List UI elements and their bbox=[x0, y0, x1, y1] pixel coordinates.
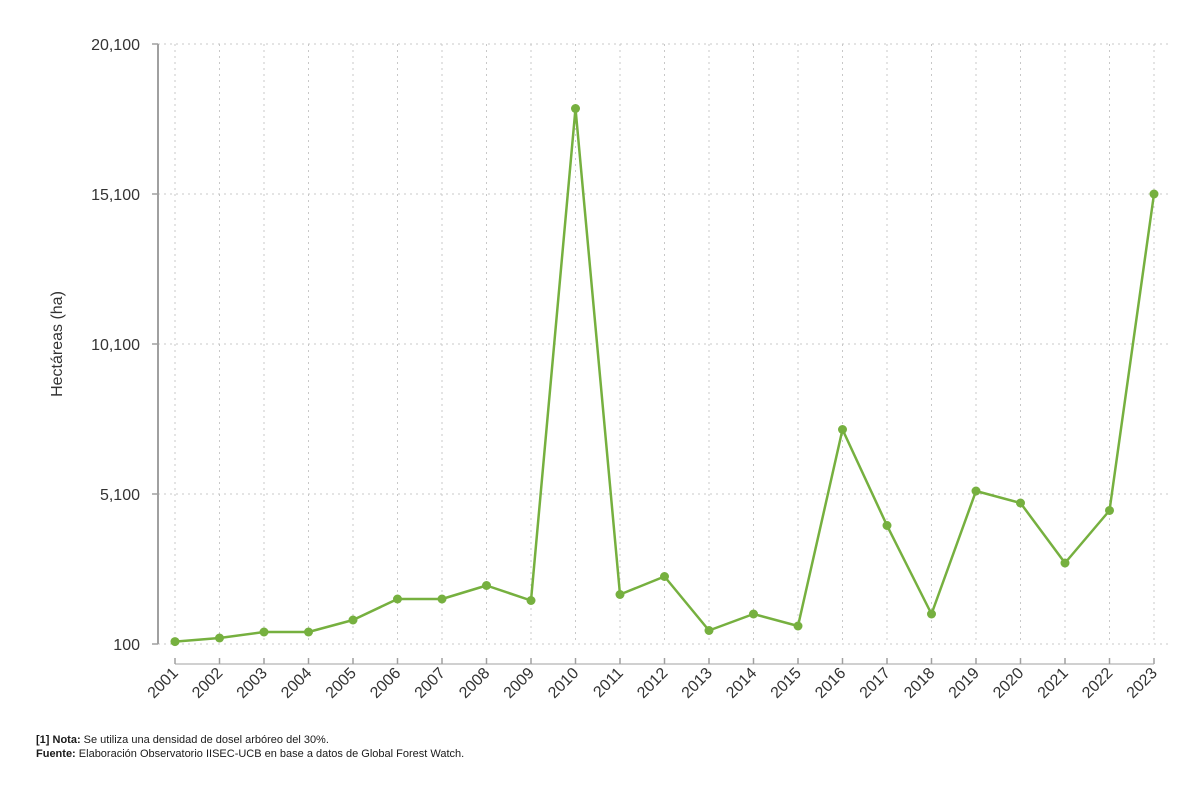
data-point bbox=[1016, 498, 1025, 508]
data-point bbox=[437, 594, 447, 604]
data-point bbox=[348, 615, 358, 625]
x-tick-label: 2010 bbox=[545, 665, 582, 702]
x-ticks: 2001 2002 2003 2004 2005 2006 2007 2008 2009 2010… bbox=[145, 658, 1161, 702]
data-point bbox=[971, 486, 981, 496]
x-tick-label: 2009 bbox=[501, 665, 538, 702]
data-point bbox=[615, 590, 625, 599]
x-tick-label: 2004 bbox=[278, 665, 315, 702]
note-label: [1] Nota: bbox=[36, 734, 81, 746]
series-layer bbox=[170, 104, 1159, 647]
x-tick-label: 2007 bbox=[412, 665, 449, 702]
chart-notes: [1] Nota: Se utiliza una densidad de dos… bbox=[36, 733, 464, 761]
x-tick-label: 2018 bbox=[901, 665, 938, 702]
data-point bbox=[882, 521, 892, 530]
data-point bbox=[1105, 506, 1114, 515]
data-point bbox=[1060, 558, 1070, 568]
data-point bbox=[749, 609, 758, 619]
x-tick-label: 2011 bbox=[590, 665, 626, 701]
x-tick-label: 2001 bbox=[145, 665, 182, 702]
x-tick-label: 2014 bbox=[723, 665, 760, 702]
y-tick-label: 20,100 bbox=[91, 37, 140, 54]
x-tick-label: 2005 bbox=[323, 665, 360, 702]
y-tick-label: 15,100 bbox=[91, 187, 140, 204]
x-tick-label: 2019 bbox=[946, 665, 983, 702]
data-point bbox=[215, 633, 224, 643]
x-tick-label: 2013 bbox=[679, 665, 716, 702]
data-point bbox=[793, 621, 803, 631]
data-point bbox=[482, 581, 491, 590]
x-tick-label: 2012 bbox=[634, 665, 671, 702]
x-tick-label: 2015 bbox=[768, 665, 805, 702]
data-point bbox=[704, 626, 714, 635]
grid-lines bbox=[158, 43, 1170, 645]
y-tick-label: 10,100 bbox=[91, 337, 140, 354]
data-point bbox=[571, 104, 580, 113]
data-point bbox=[660, 572, 669, 581]
x-tick-label: 2006 bbox=[367, 665, 404, 702]
note-text: Se utiliza una densidad de dosel arbóreo… bbox=[80, 734, 329, 746]
data-point bbox=[393, 594, 402, 604]
y-tick-label: 5,100 bbox=[100, 487, 140, 504]
data-point bbox=[526, 596, 536, 605]
data-point bbox=[304, 627, 313, 637]
x-tick-label: 2023 bbox=[1124, 665, 1161, 702]
data-point bbox=[927, 609, 936, 619]
x-tick-label: 2002 bbox=[189, 665, 226, 702]
x-tick-label: 2016 bbox=[812, 665, 849, 702]
data-point bbox=[170, 637, 180, 647]
data-point bbox=[838, 425, 847, 434]
note-line: [1] Nota: Se utiliza una densidad de dos… bbox=[36, 733, 464, 747]
x-tick-label: 2003 bbox=[234, 665, 271, 702]
x-tick-label: 2017 bbox=[857, 665, 894, 702]
x-tick-label: 2022 bbox=[1079, 665, 1116, 702]
x-tick-label: 2008 bbox=[456, 665, 493, 702]
y-ticks: 100 5,100 10,100 15,100 20,100 bbox=[91, 37, 158, 654]
x-tick-label: 2021 bbox=[1035, 665, 1072, 702]
y-tick-label: 100 bbox=[113, 637, 140, 654]
y-axis-title: Hectáreas (ha) bbox=[49, 291, 66, 397]
data-point bbox=[1149, 189, 1159, 199]
source-text: Elaboración Observatorio IISEC-UCB en ba… bbox=[75, 748, 465, 760]
source-label: Fuente: bbox=[36, 748, 76, 760]
source-line: Fuente: Elaboración Observatorio IISEC-U… bbox=[36, 747, 464, 761]
x-tick-label: 2020 bbox=[990, 665, 1027, 702]
data-point bbox=[259, 627, 269, 637]
